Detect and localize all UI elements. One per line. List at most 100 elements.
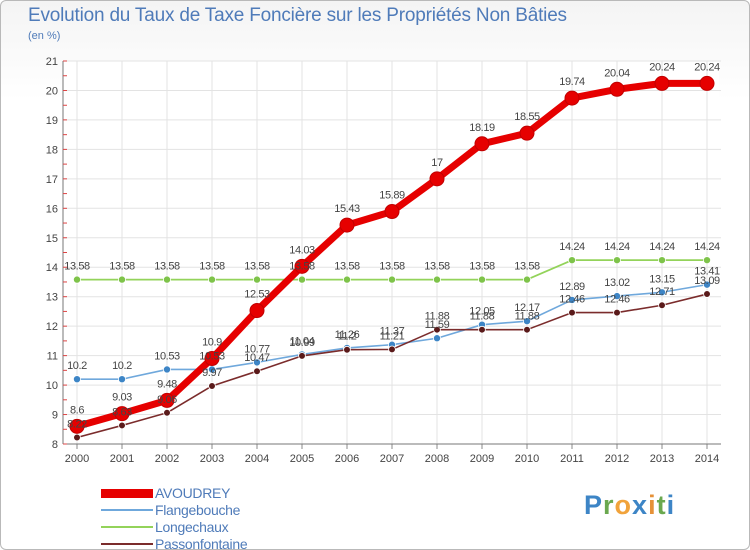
data-label-passonfontaine: 8.22 <box>67 419 87 431</box>
data-label-longechaux: 13.58 <box>64 261 90 273</box>
series-point-flangebouche <box>703 280 712 289</box>
logo-letter: x <box>632 490 649 520</box>
data-label-longechaux: 13.58 <box>109 261 135 273</box>
data-label-longechaux: 13.58 <box>514 261 540 273</box>
data-label-flangebouche: 13.02 <box>604 277 630 289</box>
series-point-passonfontaine <box>73 433 81 442</box>
y-tick-label: 10 <box>46 380 58 392</box>
series-point-longechaux <box>568 256 577 265</box>
data-label-avoudrey: 15.43 <box>334 203 360 215</box>
legend-label: Passonfontaine <box>155 536 248 550</box>
data-label-longechaux: 13.58 <box>199 261 225 273</box>
series-point-flangebouche <box>523 317 532 326</box>
data-label-flangebouche: 11.37 <box>380 326 405 338</box>
series-point-flangebouche <box>162 365 171 374</box>
data-label-passonfontaine: 9.97 <box>202 367 222 379</box>
data-label-passonfontaine: 11.88 <box>470 311 495 323</box>
series-point-longechaux <box>432 275 441 284</box>
series-point-flangebouche <box>658 288 667 297</box>
logo-letter: r <box>603 490 615 520</box>
y-tick-label: 16 <box>46 203 58 215</box>
series-point-avoudrey <box>204 351 220 367</box>
legend-label: AVOUDREY <box>155 485 231 501</box>
data-label-flangebouche: 10.53 <box>199 350 225 362</box>
data-label-longechaux: 13.58 <box>289 261 315 273</box>
legend-swatch <box>101 509 153 511</box>
data-label-avoudrey: 9.03 <box>112 392 132 404</box>
series-point-avoudrey <box>384 204 400 220</box>
series-point-passonfontaine <box>163 408 171 417</box>
y-tick-label: 19 <box>46 115 58 127</box>
x-tick-label: 2001 <box>110 453 134 465</box>
x-tick-label: 2013 <box>650 453 674 465</box>
data-label-avoudrey: 12.53 <box>244 289 270 301</box>
series-point-longechaux <box>658 256 667 265</box>
y-tick-label: 15 <box>46 233 58 245</box>
series-point-longechaux <box>342 275 351 284</box>
data-label-flangebouche: 11.26 <box>335 329 360 341</box>
legend-swatch <box>101 526 153 528</box>
logo-letter: t <box>656 490 667 520</box>
series-point-passonfontaine <box>298 352 306 360</box>
data-label-longechaux: 14.24 <box>694 241 720 253</box>
series-point-passonfontaine <box>208 382 216 390</box>
x-tick-label: 2004 <box>245 453 269 465</box>
series-point-longechaux <box>703 256 712 265</box>
data-label-avoudrey: 20.24 <box>694 61 720 73</box>
y-tick-label: 21 <box>46 56 58 68</box>
y-tick-label: 8 <box>52 439 58 451</box>
x-tick-label: 2011 <box>560 453 584 465</box>
data-label-passonfontaine: 10.99 <box>289 337 315 349</box>
data-label-passonfontaine: 11.88 <box>425 311 450 323</box>
data-label-flangebouche: 11.59 <box>425 319 450 331</box>
series-point-avoudrey <box>339 217 355 233</box>
data-label-flangebouche: 10.2 <box>67 360 87 372</box>
series-point-longechaux <box>73 275 82 284</box>
series-point-longechaux <box>523 275 532 284</box>
series-point-avoudrey <box>159 392 175 408</box>
data-label-flangebouche: 10.53 <box>154 350 180 362</box>
series-point-passonfontaine <box>388 345 396 354</box>
data-label-longechaux: 13.58 <box>154 261 180 273</box>
data-label-flangebouche: 12.17 <box>514 302 540 314</box>
series-point-passonfontaine <box>568 308 576 317</box>
series-point-avoudrey <box>294 258 310 274</box>
series-point-passonfontaine <box>658 301 666 310</box>
plot-area <box>63 61 719 444</box>
x-tick-label: 2007 <box>380 453 404 465</box>
series-point-flangebouche <box>613 292 622 301</box>
series-point-avoudrey <box>609 81 625 97</box>
series-point-avoudrey <box>654 75 670 91</box>
data-label-avoudrey: 20.04 <box>604 67 630 79</box>
data-label-longechaux: 13.58 <box>334 261 360 273</box>
x-tick-label: 2012 <box>605 453 629 465</box>
data-label-longechaux: 13.58 <box>424 261 450 273</box>
data-label-passonfontaine: 11.2 <box>338 331 357 343</box>
data-label-avoudrey: 18.19 <box>469 122 495 134</box>
logo-letter: i <box>648 490 657 520</box>
series-point-passonfontaine <box>253 367 261 376</box>
data-label-longechaux: 13.58 <box>379 261 405 273</box>
data-label-passonfontaine: 11.21 <box>380 330 405 342</box>
data-label-passonfontaine: 12.71 <box>649 286 675 298</box>
y-tick-label: 12 <box>46 321 58 333</box>
data-label-flangebouche: 11.04 <box>290 335 315 347</box>
series-point-passonfontaine <box>478 325 486 334</box>
series-point-avoudrey <box>429 171 445 187</box>
y-tick-label: 13 <box>46 292 58 304</box>
data-label-flangebouche: 13.41 <box>694 266 720 278</box>
series-point-flangebouche <box>432 334 441 343</box>
legend-swatch <box>101 488 153 498</box>
data-label-longechaux: 13.58 <box>469 261 495 273</box>
series-point-avoudrey <box>699 75 715 91</box>
data-label-avoudrey: 8.6 <box>70 404 84 416</box>
logo-letter: i <box>666 490 676 520</box>
series-point-passonfontaine <box>703 290 711 298</box>
series-point-longechaux <box>613 256 622 265</box>
data-label-passonfontaine: 10.47 <box>244 352 270 364</box>
proxiti-logo: Proxiti <box>584 490 675 521</box>
x-tick-label: 2000 <box>65 453 89 465</box>
y-axis-unit-label: (en %) <box>28 30 61 42</box>
data-label-passonfontaine: 13.09 <box>694 275 720 287</box>
legend-label: Flangebouche <box>155 502 241 518</box>
